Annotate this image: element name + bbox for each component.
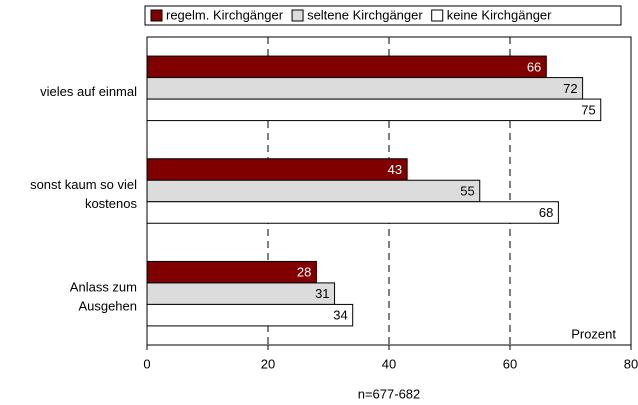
legend-label: regelm. Kirchgänger — [166, 7, 284, 22]
legend-label: keine Kirchgänger — [447, 7, 552, 22]
category-label: kostenos — [85, 196, 138, 211]
legend-label: seltene Kirchgänger — [307, 7, 423, 22]
category-label: vieles auf einmal — [40, 84, 137, 99]
x-tick-label: 0 — [143, 356, 150, 371]
value-label: 34 — [333, 308, 347, 323]
bar — [146, 282, 336, 305]
bar — [146, 55, 547, 79]
x-tick-label: 60 — [503, 356, 517, 371]
bar — [146, 260, 317, 284]
value-label: 31 — [315, 286, 329, 301]
sample-note: n=677-682 — [358, 386, 421, 401]
category-label: Anlass zum — [70, 280, 137, 295]
legend-box — [144, 5, 622, 26]
value-label: 66 — [527, 59, 541, 74]
x-tick-label: 80 — [624, 356, 638, 371]
value-label: 28 — [297, 265, 311, 280]
value-label: 55 — [460, 183, 474, 198]
value-label: 72 — [563, 81, 577, 96]
legend-swatch — [291, 9, 304, 22]
value-label: 75 — [581, 102, 595, 117]
bar — [146, 158, 408, 181]
value-label: 68 — [539, 205, 553, 220]
bar — [146, 98, 602, 122]
category-label: Ausgehen — [78, 299, 137, 314]
value-label: 43 — [388, 162, 402, 177]
legend-swatch — [431, 9, 444, 22]
x-tick-label: 20 — [261, 356, 275, 371]
bar — [146, 303, 354, 327]
x-tick-label: 40 — [382, 356, 396, 371]
bar — [146, 201, 559, 224]
bar — [146, 77, 584, 100]
bar — [146, 179, 481, 203]
axis-unit: Prozent — [571, 326, 616, 341]
legend-swatch — [150, 9, 163, 22]
category-label: sonst kaum so viel — [30, 177, 137, 192]
